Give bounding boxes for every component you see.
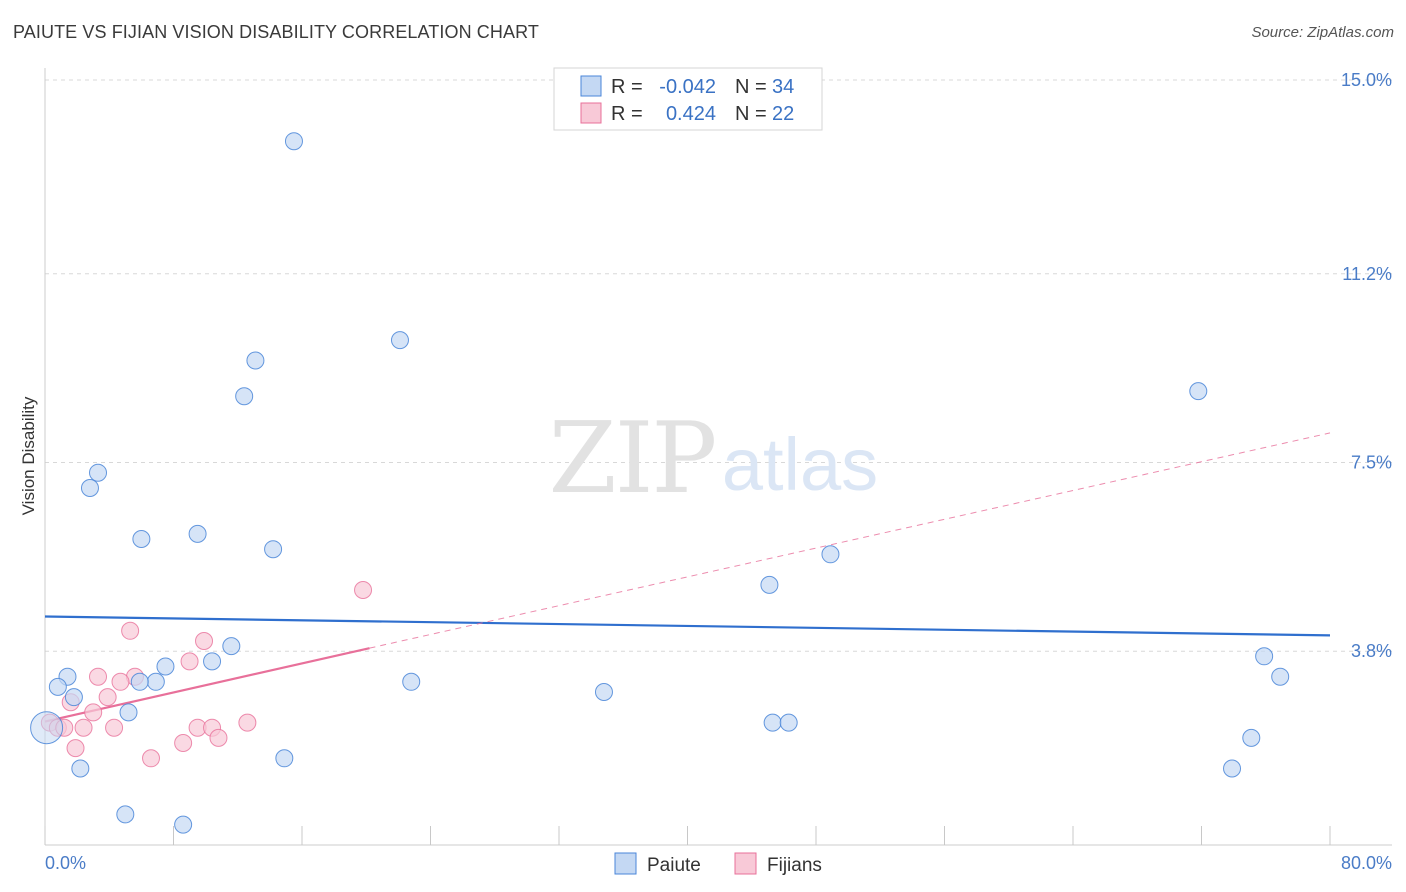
point-paiute-27 xyxy=(1242,728,1261,747)
point-paiute-0 xyxy=(284,132,303,151)
x-tick-label-max: 80.0% xyxy=(1341,853,1392,873)
point-fijians-0 xyxy=(354,581,373,599)
point-fijians-18 xyxy=(209,728,228,747)
point-paiute-20 xyxy=(119,703,138,722)
point-fijians-9 xyxy=(84,703,103,722)
legend-n-label-paiute: N = xyxy=(735,76,767,98)
legend-box: R = -0.042 N = 34 R = 0.424 N = 22 xyxy=(553,67,823,131)
point-fijians-1 xyxy=(121,621,140,640)
point-paiute-22 xyxy=(594,683,613,701)
bottom-legend-swatch-fijians xyxy=(734,852,757,875)
legend-n-value-paiute: 34 xyxy=(772,76,794,98)
point-paiute-15 xyxy=(146,672,165,691)
y-tick-labels: 3.8% 7.5% 11.2% 15.0% xyxy=(1341,70,1392,661)
point-paiute-30 xyxy=(71,759,90,778)
point-paiute-29 xyxy=(275,749,294,768)
point-paiute-7 xyxy=(132,530,151,548)
point-fijians-14 xyxy=(74,718,93,737)
point-paiute-28 xyxy=(1223,759,1242,778)
point-paiute-2 xyxy=(246,351,265,370)
point-fijians-21 xyxy=(142,749,161,768)
y-tick-label-3: 15.0% xyxy=(1341,70,1392,90)
source-label: Source: ZipAtlas.com xyxy=(1251,24,1394,41)
y-axis-label: Vision Disability xyxy=(19,396,38,515)
point-paiute-32 xyxy=(174,815,193,834)
legend-r-label-fijians: R = xyxy=(611,103,643,125)
point-fijians-11 xyxy=(238,713,257,732)
point-paiute-25 xyxy=(763,713,782,732)
point-paiute-24 xyxy=(1271,667,1290,686)
legend-n-label-fijians: N = xyxy=(735,103,767,125)
trend-line-paiute xyxy=(44,615,1331,637)
watermark-atlas: atlas xyxy=(722,423,878,506)
point-fijians-19 xyxy=(174,734,193,752)
y-tick-label-2: 11.2% xyxy=(1342,264,1392,284)
point-fijians-5 xyxy=(89,667,108,686)
point-paiute-26 xyxy=(779,713,798,732)
point-paiute-18 xyxy=(48,677,67,696)
point-paiute-14 xyxy=(156,657,175,676)
point-fijians-2 xyxy=(195,632,214,650)
legend-swatch-fijians xyxy=(580,102,602,124)
bottom-legend-label-fijians: Fijians xyxy=(767,855,822,876)
point-paiute-5 xyxy=(89,463,108,482)
x-ticks xyxy=(44,826,1331,845)
point-paiute-8 xyxy=(188,524,207,543)
point-paiute-11 xyxy=(760,575,779,594)
point-paiute-31 xyxy=(116,805,135,824)
legend-r-label-paiute: R = xyxy=(611,76,643,98)
point-paiute-21 xyxy=(402,672,421,691)
legend-r-value-fijians: 0.424 xyxy=(666,103,716,125)
point-paiute-19 xyxy=(64,688,83,707)
x-tick-label-min: 0.0% xyxy=(45,853,86,873)
point-paiute-3 xyxy=(235,387,254,406)
legend-r-value-paiute: -0.042 xyxy=(659,76,716,98)
point-paiute-13 xyxy=(203,652,222,671)
watermark-zip: ZIP xyxy=(549,402,716,516)
point-paiute-9 xyxy=(264,540,283,559)
bottom-legend: Paiute Fijians xyxy=(614,852,822,876)
point-fijians-20 xyxy=(66,739,85,758)
data-points xyxy=(30,132,1290,834)
point-paiute-33 xyxy=(30,711,64,745)
point-paiute-4 xyxy=(1189,382,1208,401)
bottom-legend-swatch-paiute xyxy=(614,852,637,875)
point-fijians-6 xyxy=(111,672,130,691)
point-paiute-23 xyxy=(1255,647,1274,666)
y-tick-label-0: 3.8% xyxy=(1351,641,1392,661)
point-fijians-3 xyxy=(180,652,199,671)
point-paiute-6 xyxy=(80,479,99,497)
point-fijians-7 xyxy=(98,688,117,707)
watermark: ZIP atlas xyxy=(549,402,879,516)
point-paiute-10 xyxy=(821,545,840,564)
gridlines xyxy=(45,79,1392,652)
point-paiute-16 xyxy=(130,672,149,691)
point-paiute-12 xyxy=(222,637,241,656)
point-fijians-15 xyxy=(105,718,124,737)
point-paiute-1 xyxy=(390,331,409,350)
chart-title: PAIUTE VS FIJIAN VISION DISABILITY CORRE… xyxy=(13,22,539,42)
legend-swatch-paiute xyxy=(580,75,602,97)
y-tick-label-1: 7.5% xyxy=(1351,453,1392,473)
legend-n-value-fijians: 22 xyxy=(772,103,794,125)
bottom-legend-label-paiute: Paiute xyxy=(647,855,701,876)
